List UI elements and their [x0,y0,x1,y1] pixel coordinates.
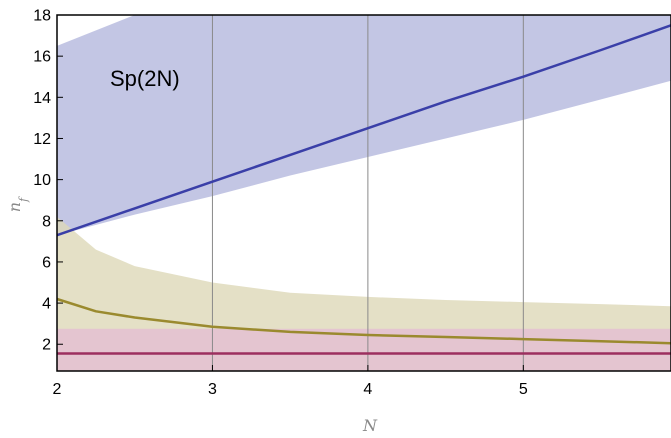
y-tick-label: 18 [33,8,51,25]
line-olive [56,297,671,345]
y-tick-label: 16 [33,49,51,66]
y-tick-label: 8 [42,213,51,230]
y-tick-label: 6 [42,254,51,271]
y-axis-ticks: 2 4 6 8 10 12 14 16 18 [33,8,63,354]
series-lines [56,24,671,355]
y-tick-label: 4 [42,296,51,313]
band-blue [57,15,671,236]
x-tick-label: 3 [208,381,217,398]
confidence-bands [57,15,671,371]
x-tick-label: 4 [363,381,372,398]
plot-frame [56,14,671,372]
x-tick-label: 5 [519,381,528,398]
y-tick-label: 2 [42,337,51,354]
x-axis-ticks: 2 3 4 5 [53,365,528,398]
line-blue [56,24,671,237]
x-axis-label: N [362,416,378,435]
annotation-sp2n: Sp(2N) [110,66,180,91]
y-tick-label: 12 [33,131,51,148]
x-tick-label: 2 [53,381,62,398]
vertical-gridlines [211,15,524,371]
y-tick-label: 14 [33,90,51,107]
y-axis-label: nf [5,196,30,212]
y-tick-label: 10 [33,172,51,189]
